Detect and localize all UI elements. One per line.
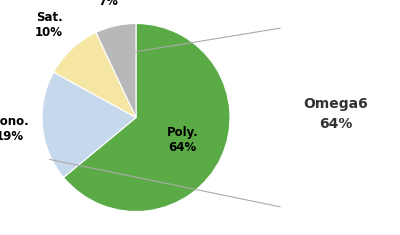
Text: Poly.
64%: Poly. 64% xyxy=(167,125,199,153)
Wedge shape xyxy=(42,72,136,177)
Text: Omega6
64%: Omega6 64% xyxy=(304,97,368,131)
Wedge shape xyxy=(96,24,136,118)
Text: Other
7%: Other 7% xyxy=(89,0,127,8)
Wedge shape xyxy=(64,24,230,212)
Text: Mono.
19%: Mono. 19% xyxy=(0,115,30,143)
Text: Sat.
10%: Sat. 10% xyxy=(35,11,63,39)
Wedge shape xyxy=(54,32,136,118)
